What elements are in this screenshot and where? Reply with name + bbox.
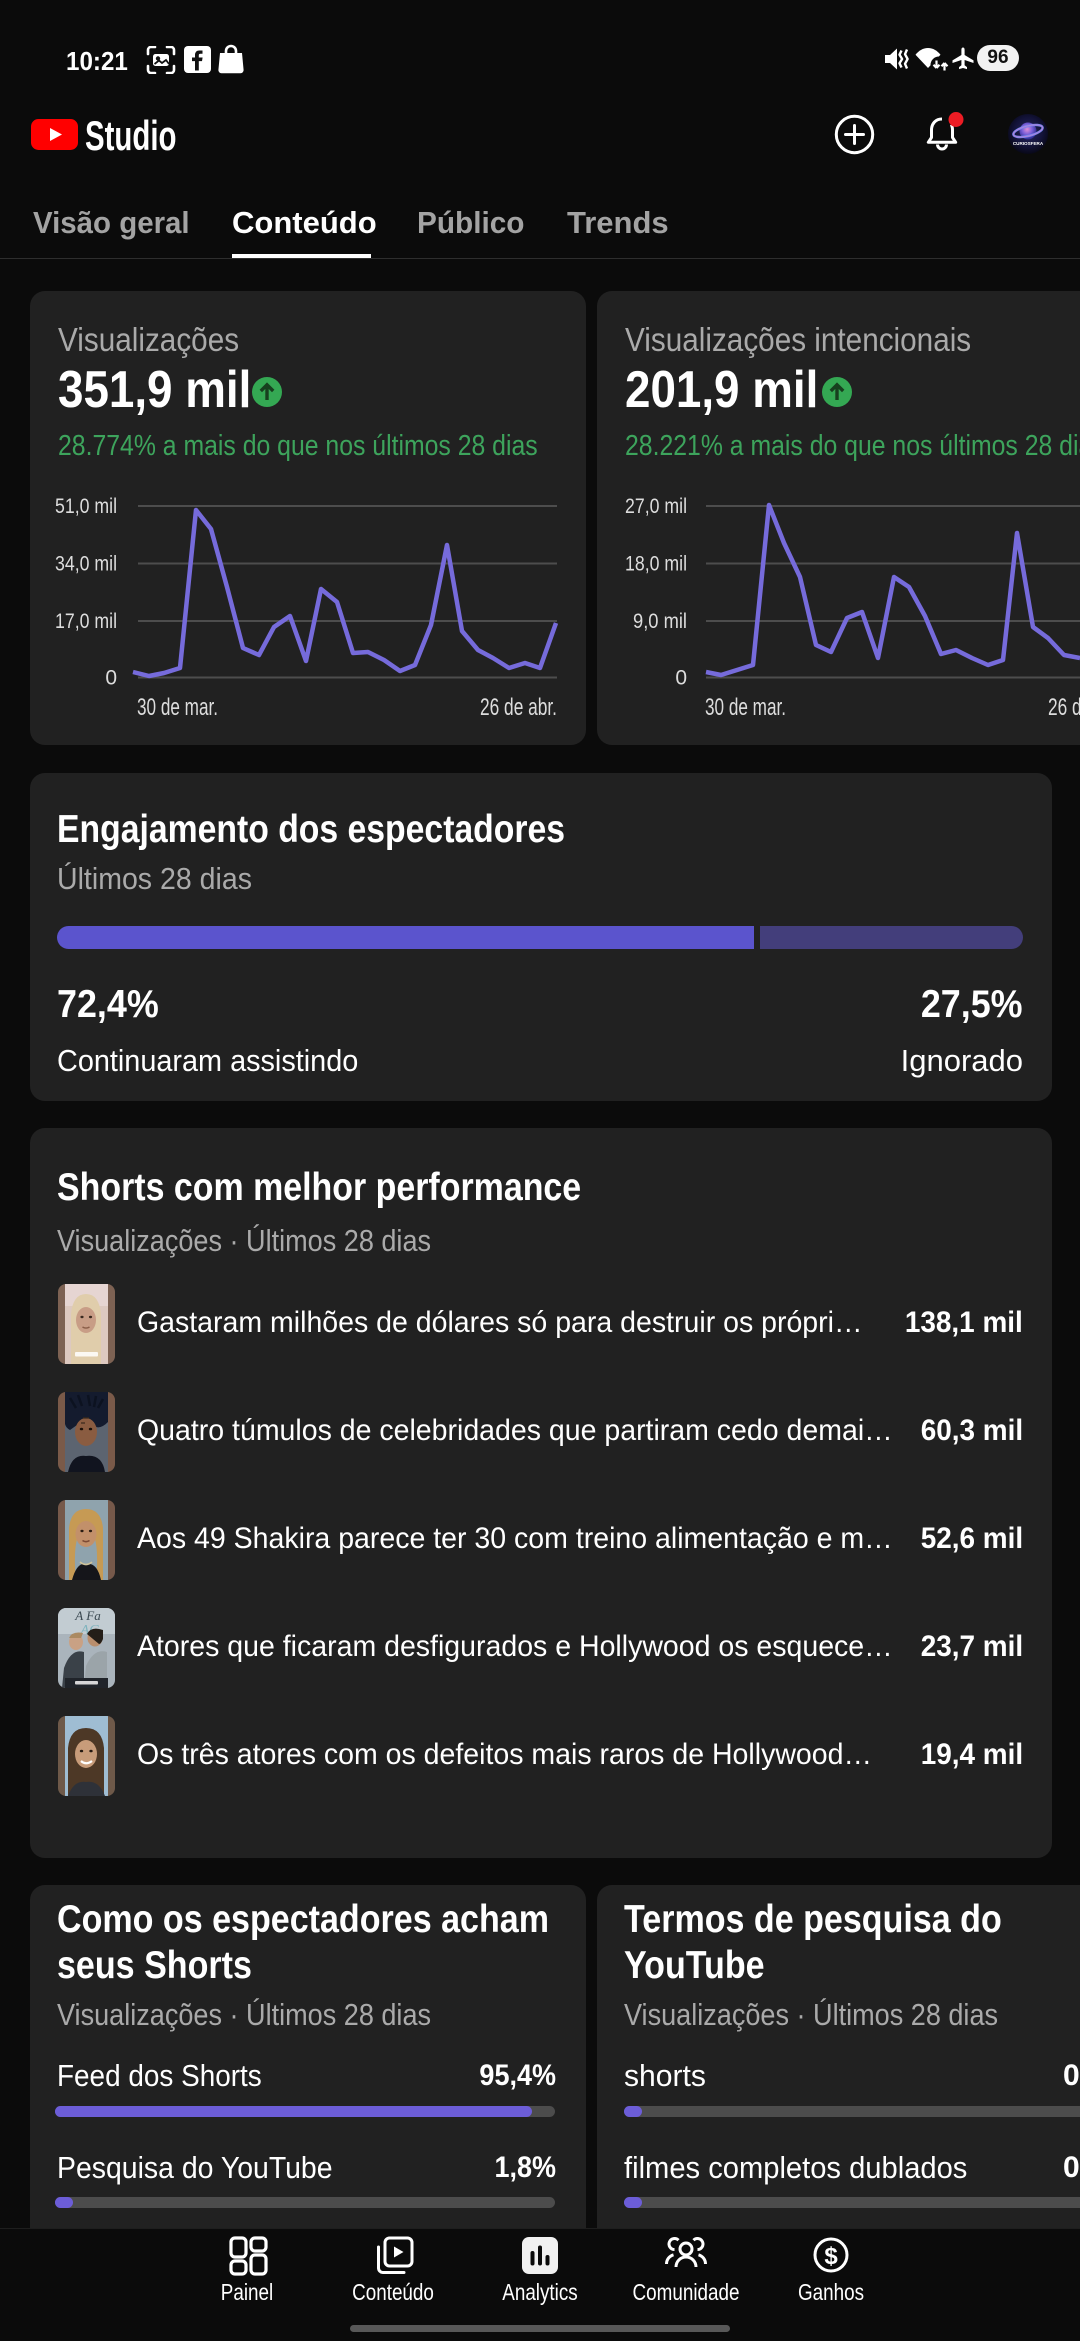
svg-text:51,0 mil: 51,0 mil [55, 495, 117, 518]
svg-text:34,0 mil: 34,0 mil [55, 553, 117, 576]
svg-text:CURIOSFERA: CURIOSFERA [1013, 141, 1044, 146]
svg-text:26 de abr.: 26 de abr. [1048, 694, 1080, 721]
svg-text:9,0 mil: 9,0 mil [633, 610, 687, 633]
svg-text:17,0 mil: 17,0 mil [55, 610, 117, 633]
svg-text:26 de abr.: 26 de abr. [480, 694, 557, 721]
svg-text:0: 0 [105, 667, 117, 690]
svg-text:$: $ [824, 2243, 838, 2270]
svg-text:27,0 mil: 27,0 mil [625, 495, 687, 518]
svg-text:0: 0 [675, 667, 687, 690]
svg-text:30 de mar.: 30 de mar. [705, 694, 786, 721]
svg-text:30 de mar.: 30 de mar. [137, 694, 218, 721]
svg-text:A Fa: A Fa [74, 1608, 101, 1623]
svg-text:18,0 mil: 18,0 mil [625, 553, 687, 576]
